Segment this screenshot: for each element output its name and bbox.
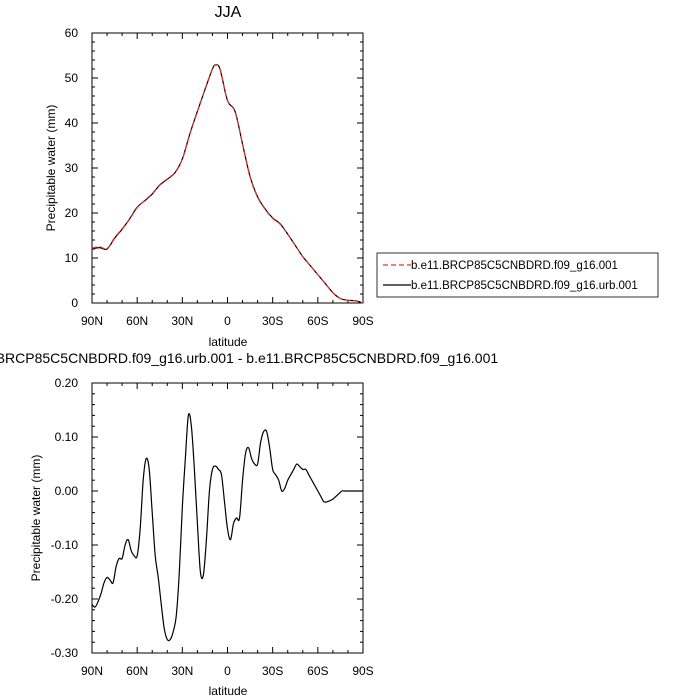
x-tick-label: 30N — [171, 664, 193, 678]
x-tick-label: 60S — [307, 664, 328, 678]
chart-bottom-ticks: 90N 60N 30N 0 30S 60S 90S -0.30 -0.20 -0.10 0.00 0.… — [51, 376, 374, 678]
y-tick-label: -0.30 — [51, 646, 79, 660]
x-tick-label: 30S — [262, 314, 283, 328]
chart-bottom-series-line — [91, 412, 363, 642]
y-tick-label: -0.20 — [51, 592, 79, 606]
y-tick-label: 30 — [65, 161, 79, 175]
y-tick-label: -0.10 — [51, 538, 79, 552]
y-tick-label: 0 — [71, 296, 78, 310]
legend-label-series-1: b.e11.BRCP85C5CNBDRD.f09_g16.urb.001 — [411, 280, 638, 292]
x-tick-label: 90S — [352, 664, 373, 678]
chart-bottom-title: b.e11.BRCP85C5CNBDRD.f09_g16.urb.001 - b… — [0, 350, 498, 366]
y-tick-label: 10 — [65, 251, 79, 265]
x-tick-label: 0 — [224, 314, 231, 328]
y-tick-label: 0.20 — [55, 376, 79, 390]
chart-bottom-ylabel: Precipitable water (mm) — [29, 455, 43, 582]
chart-top-ticks: 90N 60N 30N 0 30S 60S 90S 0 10 20 30 40 50 60 — [65, 26, 374, 328]
x-tick-label: 90N — [81, 664, 103, 678]
x-tick-label: 90N — [81, 314, 103, 328]
x-tick-label: 60N — [126, 314, 148, 328]
chart-top-xlabel: latitude — [209, 335, 248, 349]
x-tick-label: 90S — [352, 314, 373, 328]
x-tick-label: 30N — [171, 314, 193, 328]
chart-top-ylabel: Precipitable water (mm) — [44, 105, 58, 232]
x-tick-label: 60N — [126, 664, 148, 678]
x-tick-label: 30S — [262, 664, 283, 678]
x-tick-label: 0 — [224, 664, 231, 678]
y-tick-label: 50 — [65, 71, 79, 85]
chart-top-title: JJA — [215, 4, 242, 21]
legend-label-series-0: b.e11.BRCP85C5CNBDRD.f09_g16.001 — [411, 260, 618, 272]
chart-bottom-frame — [91, 382, 364, 654]
y-tick-label: 40 — [65, 116, 79, 130]
chart-top-series-line — [91, 64, 364, 304]
y-tick-label: 60 — [65, 26, 79, 40]
chart-top-frame — [91, 32, 364, 304]
y-tick-label: 0.00 — [55, 484, 79, 498]
x-tick-label: 60S — [307, 314, 328, 328]
chart-top-legend: b.e11.BRCP85C5CNBDRD.f09_g16.001 b.e11.B… — [376, 252, 659, 298]
y-tick-label: 0.10 — [55, 430, 79, 444]
chart-top: JJA 90N 60N 30N 0 30S 60S 90S 0 10 20 30 40 50 60 lat… — [44, 4, 659, 349]
y-tick-label: 20 — [65, 206, 79, 220]
chart-bottom: b.e11.BRCP85C5CNBDRD.f09_g16.urb.001 - b… — [0, 350, 498, 698]
chart-bottom-xlabel: latitude — [209, 684, 248, 698]
legend-box — [376, 252, 659, 298]
